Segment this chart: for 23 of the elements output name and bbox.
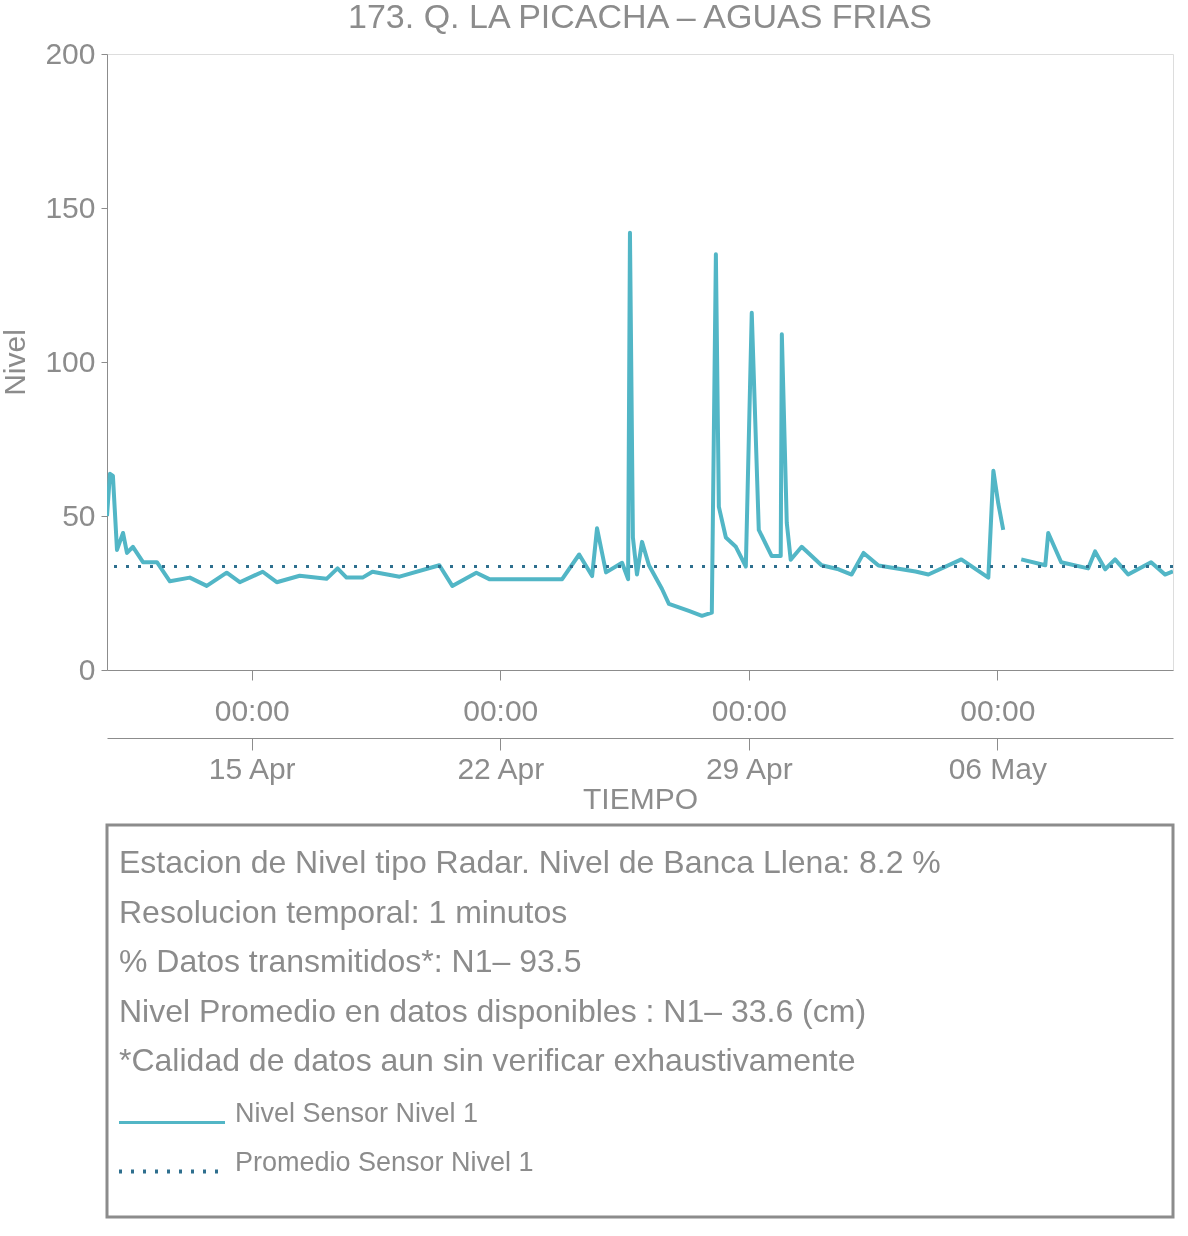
- x2-tick-label: 15 Apr: [208, 751, 296, 785]
- text: Estacion de Nivel tipo Radar. Nivel de Banca Llena: 8.2 %: [119, 844, 941, 880]
- text: Nivel Promedio en datos disponibles : N1– 33.6 (cm): [119, 992, 867, 1029]
- x2-tick-label: 06 May: [948, 751, 1048, 785]
- text: *Calidad de datos aun sin verificar exhaustivamente: [119, 1042, 856, 1078]
- x2-tick-label: 29 Apr: [705, 751, 793, 785]
- x-tick-label: 00:00: [711, 693, 787, 727]
- y-tick-label: 0: [78, 652, 96, 686]
- legend-label: Promedio Sensor Nivel 1: [235, 1146, 534, 1177]
- text: Resolucion temporal: 1 minutos: [119, 893, 568, 930]
- y-tick-label: 50: [62, 498, 96, 532]
- x-axis-title: TIEMPO: [582, 781, 699, 815]
- y-tick-label: 150: [45, 190, 96, 224]
- x-tick-label: 00:00: [463, 693, 539, 727]
- chart-title: 173. Q. LA PICACHA – AGUAS FRIAS: [348, 0, 932, 35]
- x-tick-label: 00:00: [214, 693, 290, 727]
- text: % Datos transmitidos*: N1– 93.5: [119, 943, 582, 979]
- y-tick-label: 100: [45, 344, 96, 378]
- y-axis-title: Nivel: [0, 329, 32, 396]
- x2-tick-label: 22 Apr: [457, 751, 545, 785]
- y-tick-label: 200: [45, 36, 96, 70]
- x-tick-label: 00:00: [960, 693, 1036, 727]
- legend-label: Nivel Sensor Nivel 1: [235, 1097, 479, 1128]
